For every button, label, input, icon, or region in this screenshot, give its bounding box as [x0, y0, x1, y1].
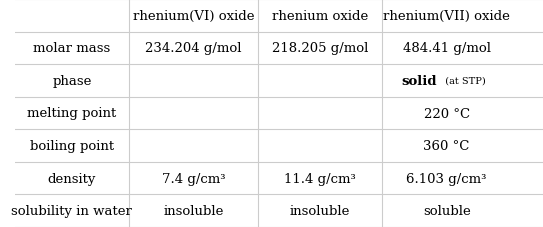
Text: melting point: melting point — [27, 107, 117, 120]
Text: solubility in water: solubility in water — [11, 204, 132, 217]
Text: boiling point: boiling point — [30, 139, 114, 152]
Text: phase: phase — [52, 75, 92, 88]
Text: soluble: soluble — [423, 204, 471, 217]
Text: 220 °C: 220 °C — [424, 107, 470, 120]
Text: insoluble: insoluble — [290, 204, 350, 217]
Text: 234.204 g/mol: 234.204 g/mol — [145, 42, 242, 55]
Text: solid: solid — [402, 75, 437, 88]
Text: insoluble: insoluble — [163, 204, 224, 217]
Text: rhenium(VII) oxide: rhenium(VII) oxide — [383, 10, 510, 23]
Text: 11.4 g/cm³: 11.4 g/cm³ — [284, 172, 356, 185]
Text: density: density — [48, 172, 96, 185]
Text: 218.205 g/mol: 218.205 g/mol — [272, 42, 368, 55]
Text: molar mass: molar mass — [33, 42, 111, 55]
Text: 484.41 g/mol: 484.41 g/mol — [403, 42, 491, 55]
Text: rhenium(VI) oxide: rhenium(VI) oxide — [132, 10, 254, 23]
Text: 360 °C: 360 °C — [424, 139, 470, 152]
Text: (at STP): (at STP) — [439, 76, 485, 86]
Text: rhenium oxide: rhenium oxide — [272, 10, 368, 23]
Text: 7.4 g/cm³: 7.4 g/cm³ — [162, 172, 225, 185]
Text: 6.103 g/cm³: 6.103 g/cm³ — [407, 172, 487, 185]
